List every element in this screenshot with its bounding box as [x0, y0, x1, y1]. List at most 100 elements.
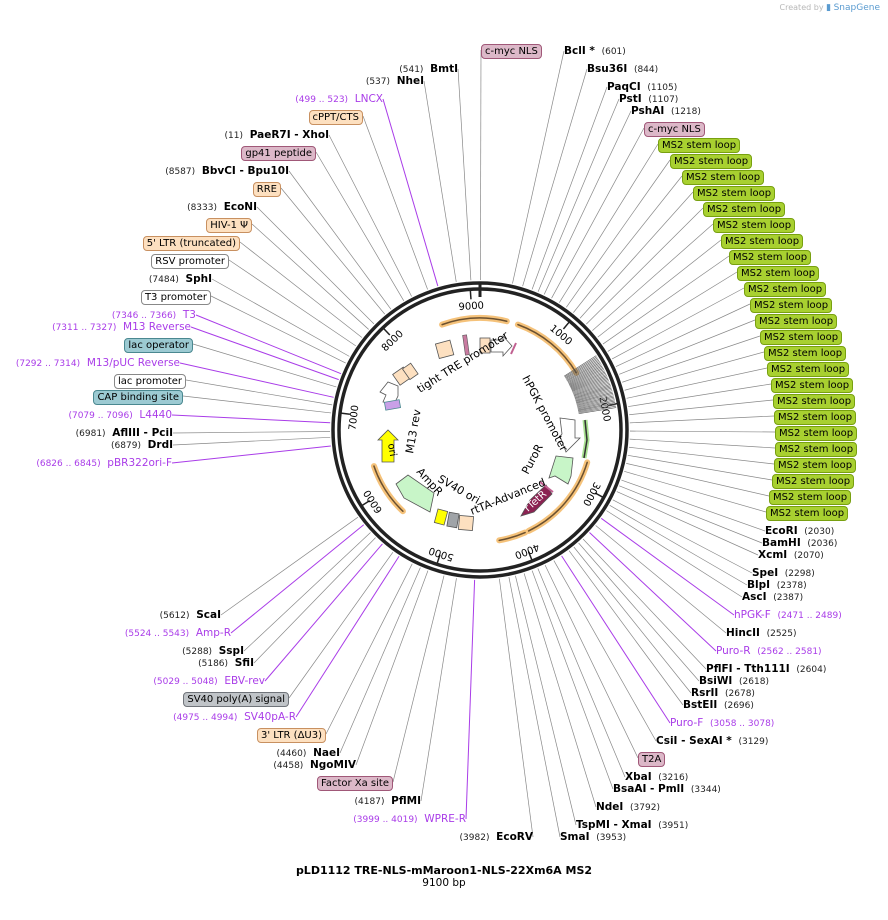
enzyme-name: SspI	[218, 645, 244, 657]
feature-label[interactable]: MS2 stem loop	[769, 490, 852, 505]
feature-label[interactable]: SV40 poly(A) signal	[183, 692, 289, 707]
enzyme-site-label[interactable]: PstI (1107)	[619, 93, 678, 107]
feature-label[interactable]: MS2 stem loop	[774, 410, 857, 425]
feature-label[interactable]: MS2 stem loop	[703, 202, 786, 217]
feature-label[interactable]: cPPT/CTS	[308, 110, 363, 125]
primer-label[interactable]: hPGK-F (2471 .. 2489)	[734, 609, 842, 623]
primer-label[interactable]: (7346 .. 7366) T3	[112, 309, 196, 323]
feature-label[interactable]: MS2 stem loop	[744, 282, 827, 297]
enzyme-site-label[interactable]: (5186) SfiI	[198, 657, 254, 671]
primer-label[interactable]: (7292 .. 7314) M13/pUC Reverse	[16, 357, 180, 371]
feature-label[interactable]: MS2 stem loop	[775, 442, 858, 457]
feature-label[interactable]: c-myc NLS	[644, 122, 705, 137]
enzyme-site-label[interactable]: EcoRI (2030)	[765, 525, 834, 539]
feature-name: MS2 stem loop	[733, 252, 808, 263]
feature-label[interactable]: MS2 stem loop	[773, 394, 856, 409]
feature-label[interactable]: MS2 stem loop	[760, 330, 843, 345]
feature-label[interactable]: T2A	[638, 752, 666, 767]
primer-label[interactable]: (5029 .. 5048) EBV-rev	[153, 675, 265, 689]
enzyme-site-label[interactable]: (4460) NaeI	[276, 747, 340, 761]
enzyme-site-label[interactable]: HincII (2525)	[726, 627, 797, 641]
enzyme-site-label[interactable]: (11) PaeR7I - XhoI	[225, 129, 329, 143]
feature-label[interactable]: HIV-1 Ψ	[206, 218, 252, 233]
feature-label[interactable]: MS2 stem loop	[729, 250, 812, 265]
enzyme-site-label[interactable]: BsaAI - PmlI (3344)	[613, 783, 721, 797]
enzyme-site-label[interactable]: (6981) AflIII - PciI	[76, 427, 173, 441]
enzyme-site-label[interactable]: BamHI (2036)	[762, 537, 837, 551]
primer-label[interactable]: (4975 .. 4994) SV40pA-R	[173, 711, 296, 725]
enzyme-site-label[interactable]: (3982) EcoRV	[460, 831, 533, 845]
enzyme-site-label[interactable]: PaqCI (1105)	[607, 81, 677, 95]
feature-label[interactable]: MS2 stem loop	[670, 154, 753, 169]
enzyme-site-label[interactable]: CsiI - SexAI * (3129)	[656, 735, 768, 749]
enzyme-site-label[interactable]: NdeI (3792)	[596, 801, 660, 815]
feature-label[interactable]: MS2 stem loop	[755, 314, 838, 329]
primer-label[interactable]: Puro-F (3058 .. 3078)	[670, 717, 774, 731]
enzyme-site-label[interactable]: Bsu36I (844)	[587, 63, 658, 77]
enzyme-site-label[interactable]: (7484) SphI	[149, 273, 212, 287]
enzyme-site-label[interactable]: XcmI (2070)	[758, 549, 824, 563]
feature-label[interactable]: RSV promoter	[151, 254, 229, 269]
enzyme-site-label[interactable]: BlpI (2378)	[747, 579, 807, 593]
enzyme-site-label[interactable]: (4187) PflMI	[355, 795, 421, 809]
feature-label[interactable]: MS2 stem loop	[764, 346, 847, 361]
enzyme-site-label[interactable]: TspMI - XmaI (3951)	[576, 819, 688, 833]
primer-label[interactable]: (7079 .. 7096) L4440	[68, 409, 172, 423]
enzyme-site-label[interactable]: (5288) SspI	[182, 645, 244, 659]
ms2-hatch	[566, 361, 600, 381]
enzyme-site-label[interactable]: PshAI (1218)	[631, 105, 701, 119]
primer-label[interactable]: (5524 .. 5543) Amp-R	[125, 627, 231, 641]
feature-label[interactable]: MS2 stem loop	[766, 506, 849, 521]
feature-label[interactable]: MS2 stem loop	[750, 298, 833, 313]
primer-label[interactable]: (7311 .. 7327) M13 Reverse	[52, 321, 191, 335]
feature-label[interactable]: MS2 stem loop	[737, 266, 820, 281]
feature-name: 3' LTR (ΔU3)	[260, 730, 322, 741]
feature-label[interactable]: T3 promoter	[140, 290, 211, 305]
primer-name: WPRE-R	[424, 813, 466, 825]
feature-label[interactable]: MS2 stem loop	[774, 458, 857, 473]
enzyme-site-label[interactable]: XbaI (3216)	[625, 771, 688, 785]
feature-label[interactable]: 5' LTR (truncated)	[142, 236, 240, 251]
feature-label[interactable]: lac operator	[124, 338, 193, 353]
feature-label[interactable]: MS2 stem loop	[658, 138, 741, 153]
feature-label[interactable]: MS2 stem loop	[693, 186, 776, 201]
enzyme-position: (844)	[633, 65, 659, 75]
feature-label[interactable]: MS2 stem loop	[772, 474, 855, 489]
feature-label[interactable]: MS2 stem loop	[775, 426, 858, 441]
primer-label[interactable]: (499 .. 523) LNCX	[295, 93, 383, 107]
enzyme-site-label[interactable]: BstEII (2696)	[683, 699, 754, 713]
leader-line	[355, 570, 429, 766]
primer-label[interactable]: (6826 .. 6845) pBR322ori-F	[36, 457, 172, 471]
enzyme-position: (2030)	[804, 527, 835, 537]
enzyme-site-label[interactable]: AscI (2387)	[742, 591, 803, 605]
feature-label[interactable]: MS2 stem loop	[771, 378, 854, 393]
feature-label[interactable]: MS2 stem loop	[721, 234, 804, 249]
feature-label[interactable]: c-myc NLS	[481, 44, 542, 59]
enzyme-site-label[interactable]: (537) NheI	[366, 75, 424, 89]
enzyme-site-label[interactable]: (4458) NgoMIV	[273, 759, 356, 773]
primer-label[interactable]: (3999 .. 4019) WPRE-R	[353, 813, 466, 827]
feature-label[interactable]: CAP binding site	[93, 390, 183, 405]
feature-label[interactable]: MS2 stem loop	[713, 218, 796, 233]
feature-label[interactable]: gp41 peptide	[241, 146, 316, 161]
feature-label[interactable]: MS2 stem loop	[767, 362, 850, 377]
enzyme-site-label[interactable]: (541) BmtI	[399, 63, 458, 77]
enzyme-site-label[interactable]: (8587) BbvCI - Bpu10I	[165, 165, 289, 179]
enzyme-site-label[interactable]: SmaI (3953)	[560, 831, 626, 845]
enzyme-site-label[interactable]: SpeI (2298)	[752, 567, 815, 581]
feature-label[interactable]: Factor Xa site	[316, 776, 393, 791]
feature-label[interactable]: RRE	[252, 182, 281, 197]
enzyme-site-label[interactable]: (8333) EcoNI	[187, 201, 257, 215]
primer-label[interactable]: Puro-R (2562 .. 2581)	[716, 645, 822, 659]
feature-label[interactable]: lac promoter	[114, 374, 186, 389]
enzyme-site-label[interactable]: BsiWI (2618)	[699, 675, 769, 689]
feature-label[interactable]: 3' LTR (ΔU3)	[256, 728, 326, 743]
enzyme-site-label[interactable]: (5612) ScaI	[160, 609, 221, 623]
feature-name: cPPT/CTS	[312, 112, 359, 123]
leader-line	[531, 570, 614, 790]
feature-label[interactable]: MS2 stem loop	[682, 170, 765, 185]
enzyme-site-label[interactable]: RsrII (2678)	[691, 687, 755, 701]
enzyme-site-label[interactable]: PflFI - Tth111I (2604)	[706, 663, 826, 677]
enzyme-site-label[interactable]: (6879) DrdI	[111, 439, 173, 453]
enzyme-site-label[interactable]: BclI * (601)	[564, 45, 626, 59]
